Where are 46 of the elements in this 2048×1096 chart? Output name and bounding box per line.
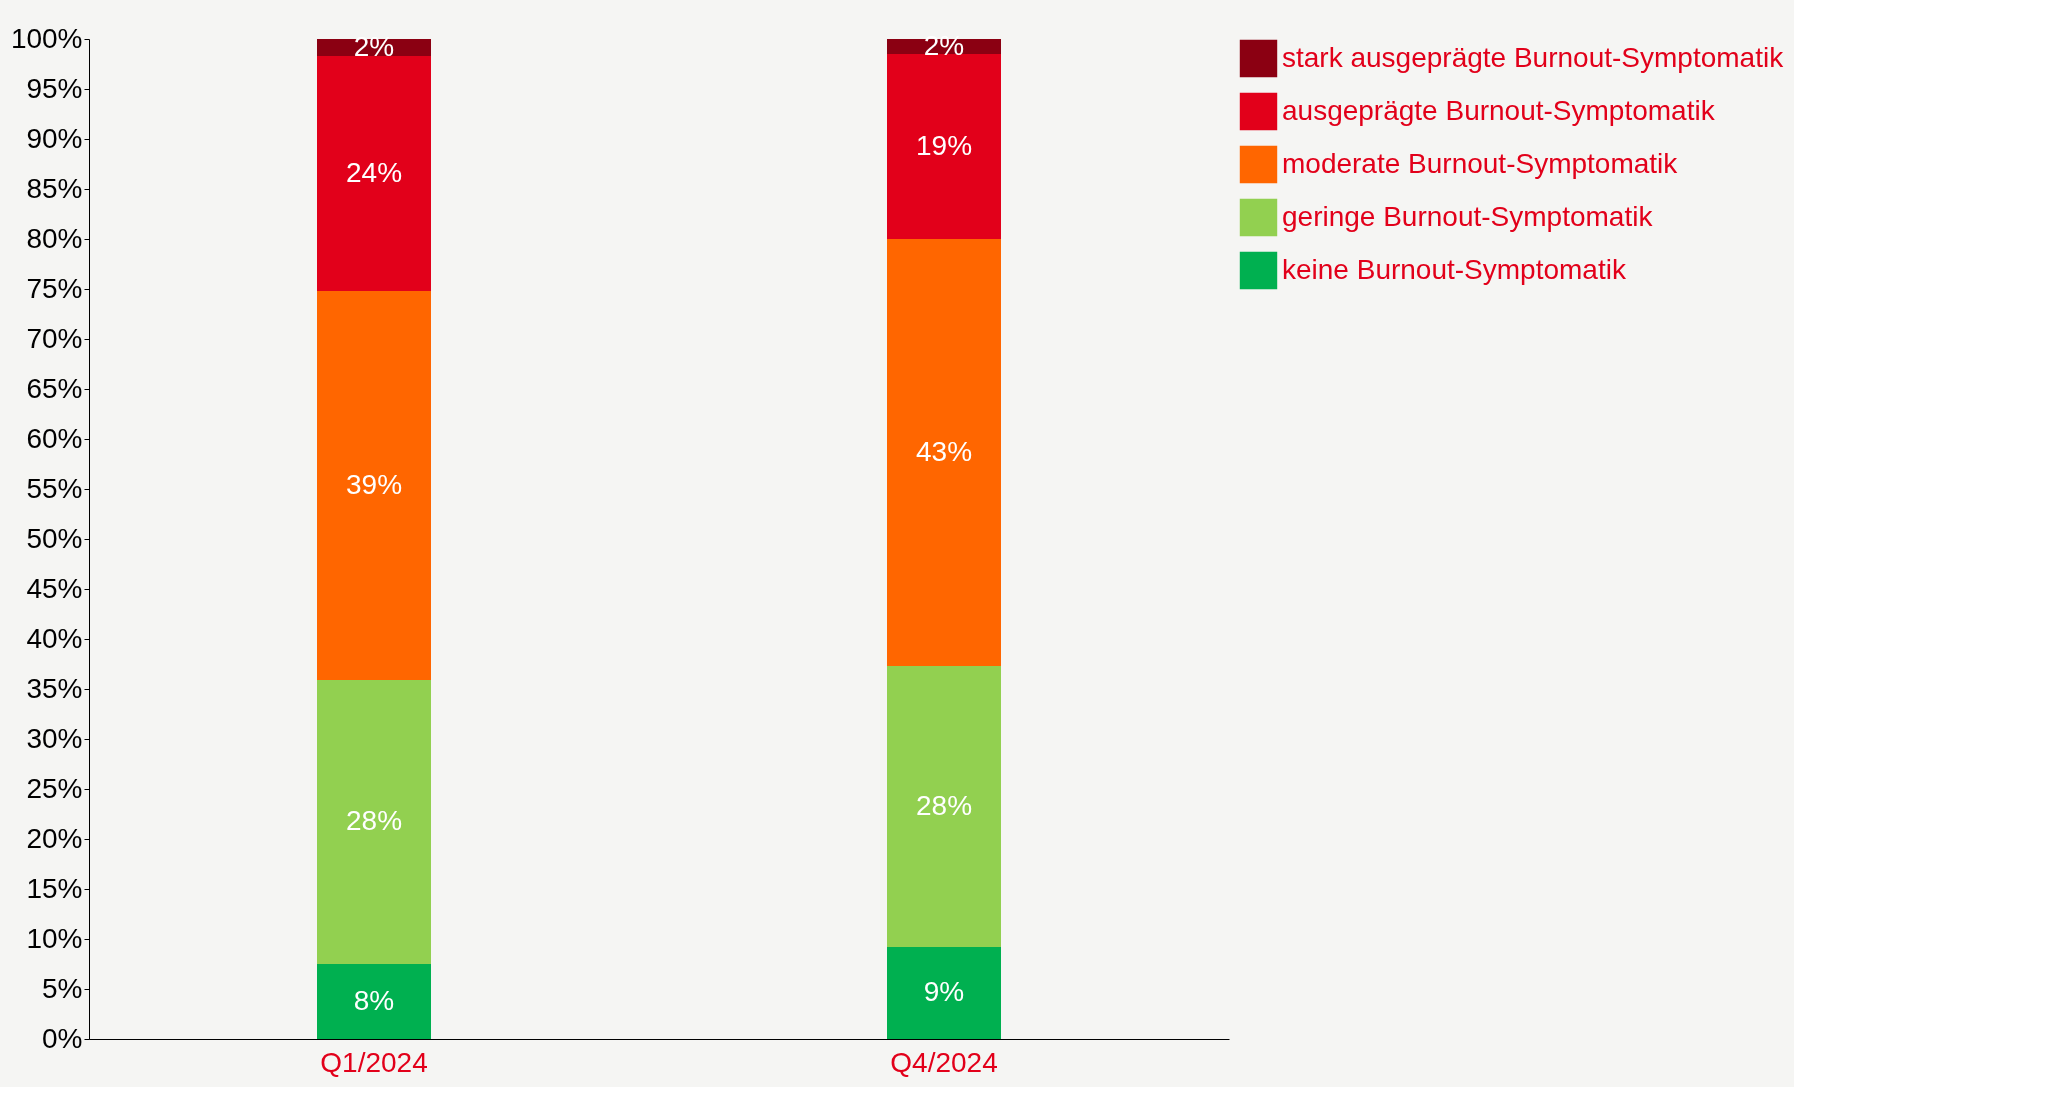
y-tick-label: 90% — [26, 122, 83, 154]
y-tick-label: 50% — [26, 522, 83, 554]
y-tick-label: 30% — [26, 722, 83, 754]
y-tick-label: 0% — [42, 1022, 83, 1054]
y-tick-label: 20% — [26, 822, 83, 854]
y-tick-label: 15% — [26, 872, 83, 904]
bar — [887, 666, 1001, 947]
data-label: 28% — [915, 789, 973, 821]
y-tick-label: 70% — [26, 322, 83, 354]
x-tick-label: Q4/2024 — [890, 1046, 998, 1078]
y-tick-label: 25% — [26, 772, 83, 804]
legend-label: moderate Burnout-Symptomatik — [1282, 147, 1679, 179]
bar — [887, 239, 1001, 666]
legend-label: stark ausgeprägte Burnout-Symptomatik — [1282, 41, 1785, 73]
y-tick-label: 35% — [26, 672, 83, 704]
data-label: 43% — [915, 435, 973, 467]
data-label: 8% — [353, 984, 395, 1016]
y-tick-label: 75% — [26, 272, 83, 304]
bar — [317, 56, 431, 291]
y-tick-label: 10% — [26, 922, 83, 954]
data-label: 9% — [923, 976, 965, 1007]
legend-label: keine Burnout-Symptomatik — [1282, 253, 1627, 285]
data-label: 19% — [915, 129, 973, 161]
data-label: 2% — [923, 29, 965, 61]
y-tick-label: 40% — [26, 622, 83, 654]
y-tick-label: 5% — [42, 972, 83, 1004]
x-tick-label: Q1/2024 — [320, 1046, 428, 1078]
legend-label: geringe Burnout-Symptomatik — [1282, 200, 1654, 232]
bar — [887, 54, 1001, 239]
y-tick-label: 60% — [26, 422, 83, 454]
data-label: 39% — [345, 468, 403, 500]
data-label: 28% — [345, 805, 403, 836]
y-tick-label: 45% — [26, 572, 83, 604]
bar — [317, 680, 431, 964]
y-tick-label: 65% — [26, 372, 83, 404]
bar — [317, 291, 431, 680]
legend-label: ausgeprägte Burnout-Symptomatik — [1282, 94, 1716, 126]
y-tick-label: 95% — [26, 72, 83, 104]
y-tick-label: 85% — [26, 172, 83, 204]
bar — [317, 964, 431, 1039]
data-label: 24% — [345, 156, 403, 188]
y-tick-label: 55% — [26, 472, 83, 504]
y-tick-label: 100% — [10, 22, 83, 54]
bar — [887, 947, 1001, 1039]
data-label: 2% — [353, 30, 395, 62]
y-tick-label: 80% — [26, 222, 83, 254]
